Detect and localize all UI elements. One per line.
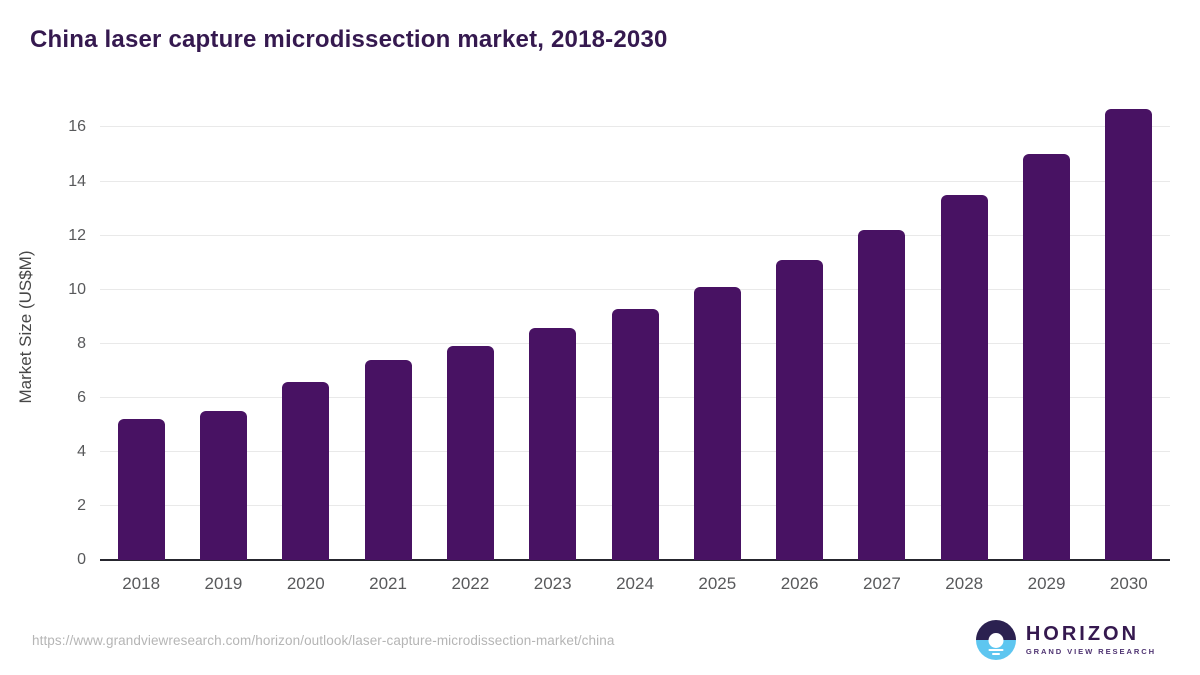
y-tick-label-6: 6	[77, 388, 86, 406]
x-tick-label-2018: 2018	[122, 574, 161, 593]
y-tick-label-14: 14	[68, 172, 86, 190]
source-url: https://www.grandviewresearch.com/horizo…	[32, 633, 615, 648]
logo-brand: HORIZON	[1025, 623, 1140, 645]
y-axis-title: Market Size (US$M)	[16, 250, 35, 404]
ripple-icon	[988, 648, 1004, 651]
x-axis-line	[100, 559, 1170, 561]
y-tick-label-0: 0	[77, 551, 86, 568]
gridline-y12	[100, 234, 1170, 236]
y-tick-label-4: 4	[77, 442, 86, 460]
y-tick-label-16: 16	[68, 118, 86, 136]
x-tick-label-2021: 2021	[369, 574, 407, 593]
gridline-y16	[100, 126, 1170, 128]
x-tick-label-2025: 2025	[698, 574, 737, 593]
bar-2024	[611, 308, 659, 560]
y-tick-label-10: 10	[68, 280, 86, 298]
gridline-y10	[100, 288, 1170, 290]
x-tick-label-2030: 2030	[1109, 574, 1148, 593]
x-tick-label-2019: 2019	[204, 574, 243, 593]
bar-2023	[529, 327, 577, 560]
y-tick-label-12: 12	[68, 226, 86, 244]
bar-2029	[1023, 154, 1071, 560]
bar-2026	[776, 259, 824, 560]
bar-2022	[446, 346, 494, 560]
ripple-icon	[991, 653, 1000, 655]
bar-2020	[282, 381, 330, 560]
y-tick-label-2: 2	[77, 496, 86, 514]
x-tick-label-2029: 2029	[1027, 574, 1066, 593]
x-tick-label-2024: 2024	[616, 574, 654, 593]
x-tick-label-2023: 2023	[533, 574, 572, 593]
bar-2028	[940, 195, 988, 560]
bar-2019	[199, 411, 247, 560]
horizon-logo-icon	[975, 620, 1016, 660]
sun-icon	[988, 633, 1004, 648]
bar-2030	[1105, 108, 1153, 560]
horizon-logo: HORIZON GRAND VIEW RESEARCH	[975, 620, 1156, 660]
bar-2027	[858, 230, 906, 560]
logo-subbrand: GRAND VIEW RESEARCH	[1025, 647, 1156, 656]
page-title: China laser capture microdissection mark…	[30, 26, 668, 53]
x-tick-label-2028: 2028	[945, 574, 984, 593]
y-tick-label-8: 8	[77, 334, 86, 352]
x-tick-label-2027: 2027	[863, 574, 901, 593]
x-tick-label-2026: 2026	[780, 574, 819, 593]
plot-area: 0 2 4 6 8 10 12 14 16 2018 2019 2020 2021 2022 2023 202…	[68, 95, 1170, 593]
bar-2025	[693, 286, 741, 560]
x-tick-label-2020: 2020	[286, 574, 325, 593]
bar-2021	[364, 359, 412, 560]
x-tick-label-2022: 2022	[451, 574, 490, 593]
bar-2018	[117, 419, 165, 560]
gridline-y14	[100, 180, 1170, 182]
